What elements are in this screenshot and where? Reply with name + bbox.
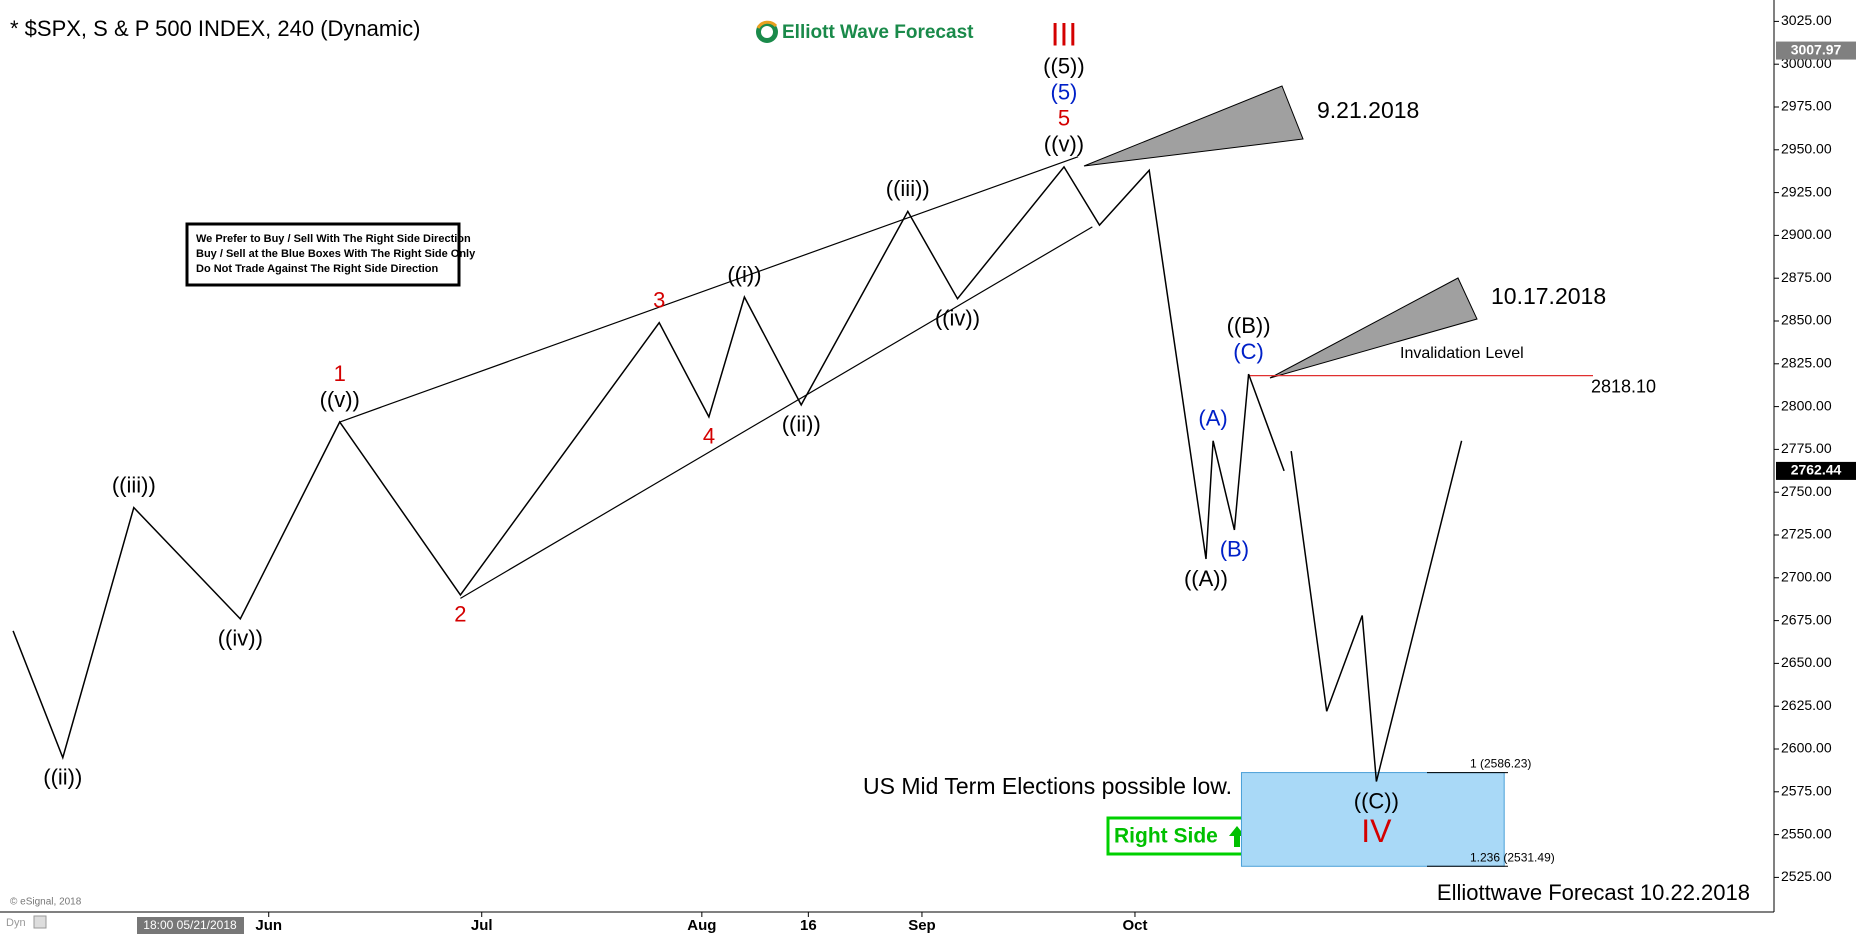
y-tick-label: 2875.00 — [1781, 269, 1832, 285]
wave-label: ((iii)) — [112, 472, 156, 497]
wave-label: 1 — [334, 361, 346, 386]
wave-label: (A) — [1198, 406, 1227, 431]
footer: Elliottwave Forecast 10.22.2018 — [1437, 880, 1750, 905]
price-marker — [1776, 41, 1856, 60]
x-tick-label: 16 — [800, 917, 817, 934]
wave-label: (5) — [1051, 80, 1078, 105]
y-tick-label: 2525.00 — [1781, 868, 1832, 884]
x-tick-label: Jun — [255, 917, 282, 934]
y-tick-label: 2800.00 — [1781, 397, 1832, 413]
info-line: Do Not Trade Against The Right Side Dire… — [196, 263, 439, 275]
logo: Elliott Wave Forecast — [756, 20, 974, 43]
price-line — [12, 165, 1285, 760]
y-tick-label: 2900.00 — [1781, 226, 1832, 242]
x-tick-label: Sep — [908, 917, 936, 934]
x-tick-label: Oct — [1122, 917, 1147, 934]
wave-label: ((ii)) — [43, 764, 82, 789]
wave-label: ((ii)) — [782, 412, 821, 437]
wave-label: IV — [1361, 813, 1392, 849]
toolbar-icon — [33, 915, 47, 929]
chart-title: * $SPX, S & P 500 INDEX, 240 (Dynamic) — [10, 16, 420, 41]
y-tick-label: 2625.00 — [1781, 697, 1832, 713]
wave-label: 3 — [653, 288, 665, 313]
copyright: © eSignal, 2018 — [10, 897, 82, 908]
toolbar: Dyn — [6, 917, 26, 929]
invalidation-value: 2818.10 — [1591, 376, 1656, 396]
price-line — [1290, 440, 1463, 782]
y-tick-label: 2650.00 — [1781, 654, 1832, 670]
fib-label: 1.236 (2531.49) — [1470, 850, 1555, 864]
cursor-date-box — [137, 917, 244, 934]
time-wedge — [1083, 85, 1304, 167]
wave-label: ((v)) — [1044, 132, 1084, 157]
info-line: We Prefer to Buy / Sell With The Right S… — [196, 233, 471, 245]
trendline — [339, 156, 1079, 423]
cursor-date: 18:00 05/21/2018 — [143, 918, 237, 932]
blue-box — [1240, 772, 1505, 867]
info-line: Buy / Sell at the Blue Boxes With The Ri… — [196, 248, 476, 260]
price-marker — [1776, 461, 1856, 480]
wave-label: ((iii)) — [886, 176, 930, 201]
info-box — [185, 222, 461, 287]
wave-label: (C) — [1233, 339, 1264, 364]
y-tick-label: 2700.00 — [1781, 569, 1832, 585]
wave-label: III — [1051, 16, 1078, 52]
y-tick-label: 2550.00 — [1781, 825, 1832, 841]
y-tick-label: 2975.00 — [1781, 98, 1832, 114]
price-marker-label: 3007.97 — [1791, 41, 1842, 57]
fib-label: 1 (2586.23) — [1470, 757, 1531, 771]
wave-label: ((iv)) — [218, 626, 263, 651]
logo-icon — [756, 20, 778, 29]
wave-label: ((v)) — [320, 387, 360, 412]
y-tick-label: 2725.00 — [1781, 526, 1832, 542]
wave-label: 5 — [1058, 106, 1070, 131]
y-tick-label: 2950.00 — [1781, 141, 1832, 157]
x-tick-label: Aug — [687, 917, 716, 934]
wave-label: ((i)) — [727, 262, 761, 287]
wave-label: 2 — [454, 602, 466, 627]
y-tick-label: 2675.00 — [1781, 611, 1832, 627]
wave-label: ((C)) — [1354, 788, 1399, 813]
wave-label: ((A)) — [1184, 566, 1228, 591]
wave-label: 4 — [703, 424, 715, 449]
invalidation-text: Invalidation Level — [1400, 345, 1524, 362]
price-marker-label: 2762.44 — [1791, 462, 1842, 478]
trendline — [460, 226, 1093, 599]
wave-label: ((B)) — [1227, 313, 1271, 338]
wave-label: ((iv)) — [935, 306, 980, 331]
y-tick-label: 2600.00 — [1781, 740, 1832, 756]
y-tick-label: 2925.00 — [1781, 183, 1832, 199]
time-wedge — [1269, 277, 1478, 379]
date-label: 9.21.2018 — [1317, 97, 1419, 123]
y-tick-label: 3025.00 — [1781, 12, 1832, 28]
wave-label: (B) — [1220, 537, 1249, 562]
y-tick-label: 2750.00 — [1781, 483, 1832, 499]
right-side-text: Right Side — [1114, 825, 1218, 848]
date-label: 10.17.2018 — [1491, 283, 1606, 309]
logo-icon — [761, 26, 773, 38]
y-tick-label: 2775.00 — [1781, 440, 1832, 456]
y-tick-label: 2825.00 — [1781, 355, 1832, 371]
y-tick-label: 2850.00 — [1781, 312, 1832, 328]
wave-label: ((5)) — [1043, 54, 1085, 79]
logo-text: Elliott Wave Forecast — [782, 22, 974, 43]
y-tick-label: 2575.00 — [1781, 783, 1832, 799]
note: US Mid Term Elections possible low. — [863, 773, 1232, 799]
x-tick-label: Jul — [471, 917, 493, 934]
